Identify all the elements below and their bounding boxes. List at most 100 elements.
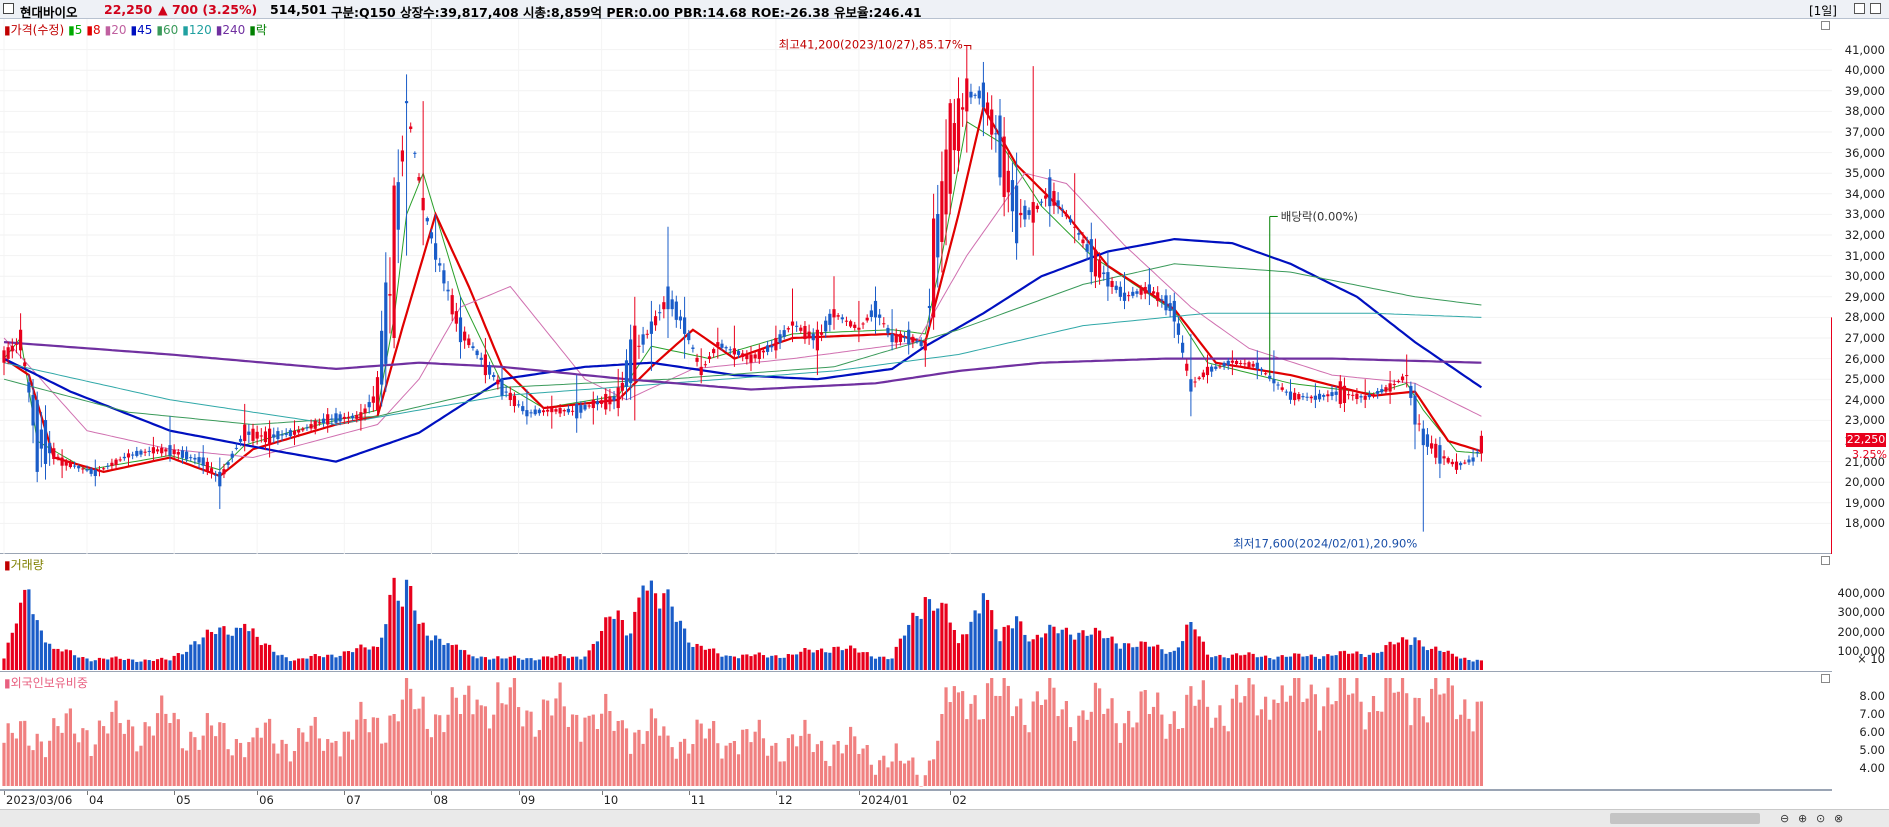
legend-item-1[interactable]: ▮5 [68, 23, 83, 37]
candle-body [355, 414, 359, 419]
bar-volSvg [981, 593, 985, 670]
period-selector[interactable]: [1일] [1808, 4, 1837, 18]
bar-fgnSvg [1355, 678, 1359, 786]
candle-body [728, 349, 732, 351]
candle-body [1089, 239, 1093, 273]
candle-body [346, 416, 351, 419]
candle-body [1205, 366, 1210, 376]
bar-fgnSvg [1317, 730, 1322, 786]
candle-body [1326, 394, 1330, 397]
zoom-in-icon[interactable]: ⊕ [1798, 812, 1808, 825]
bar-volSvg [77, 657, 81, 670]
bar-fgnSvg [251, 737, 255, 786]
volume-title: ▮거래량 [4, 558, 44, 572]
bar-fgnSvg [313, 716, 317, 786]
bar-fgnSvg [1247, 678, 1251, 786]
close-icon[interactable] [1870, 3, 1881, 14]
select-checkbox[interactable] [3, 3, 14, 14]
bar-fgnSvg [1276, 702, 1280, 786]
bar-volSvg [890, 658, 894, 670]
candle-body [670, 299, 674, 310]
bar-volSvg [1077, 632, 1081, 670]
bar-volSvg [454, 644, 458, 670]
candle-body [1425, 434, 1430, 447]
bar-volSvg [1459, 658, 1463, 670]
legend-item-0[interactable]: ▮가격(수정) [4, 23, 65, 37]
candle-body [1459, 462, 1463, 466]
price-tick-label: 29,000 [1844, 289, 1885, 304]
candle-body [1363, 395, 1367, 400]
chart-scrollbar[interactable]: ⊖ ⊕ ⊙ ⊗ [0, 809, 1889, 827]
candle-body [533, 409, 537, 415]
bar-fgnSvg [907, 760, 911, 786]
candle-body [840, 317, 844, 320]
bar-fgnSvg [305, 741, 309, 786]
legend-item-2[interactable]: ▮8 [86, 23, 101, 37]
candle-body [1131, 291, 1135, 296]
date-tick [87, 791, 88, 795]
bar-fgnSvg [894, 743, 898, 786]
volume-panel[interactable]: ▮거래량 [0, 554, 1832, 672]
candle-body [1201, 372, 1205, 378]
bar-fgnSvg [1143, 689, 1147, 786]
zoom-fit-icon[interactable]: ⊗ [1834, 812, 1844, 825]
candle-body [164, 449, 168, 452]
bar-volSvg [143, 659, 147, 670]
candle-body [923, 342, 927, 351]
bar-volSvg [388, 594, 392, 670]
axis-tick-label: 6.00 [1859, 725, 1885, 739]
bar-fgnSvg [1459, 714, 1463, 786]
panel-menu-icon[interactable] [1821, 21, 1830, 30]
legend-item-7[interactable]: ▮240 [215, 23, 246, 37]
bar-fgnSvg [1019, 698, 1023, 786]
volume-menu-icon[interactable] [1821, 556, 1830, 565]
candle-body [782, 330, 786, 337]
candle-body [653, 316, 658, 326]
legend-item-4[interactable]: ▮45 [130, 23, 153, 37]
candle-body [1156, 292, 1160, 301]
candle-body [961, 107, 965, 110]
candle-body [463, 331, 467, 341]
bar-fgnSvg [1388, 678, 1392, 786]
bar-fgnSvg [1284, 701, 1288, 786]
restore-icon[interactable] [1854, 3, 1865, 14]
bar-fgnSvg [1376, 711, 1380, 786]
bar-volSvg [351, 652, 355, 670]
candle-body [1160, 299, 1164, 301]
legend-item-8[interactable]: ▮락 [249, 23, 267, 37]
foreign-panel[interactable]: ▮외국인보유비중 [0, 672, 1832, 790]
bar-volSvg [799, 651, 803, 670]
zoom-out-icon[interactable]: ⊖ [1780, 812, 1790, 825]
bar-fgnSvg [189, 731, 193, 786]
bar-volSvg [662, 593, 666, 670]
bar-volSvg [1305, 656, 1309, 670]
price-tick-label: 36,000 [1844, 145, 1885, 160]
bar-volSvg [1400, 637, 1405, 670]
bar-volSvg [438, 638, 442, 670]
bar-volSvg [292, 660, 297, 670]
date-tick-label: 07 [346, 793, 361, 807]
price-panel[interactable]: 최고41,200(2023/10/27),85.17% 최저17,600(2024… [0, 19, 1832, 554]
bar-volSvg [93, 660, 97, 670]
bar-fgnSvg [741, 729, 745, 786]
bar-fgnSvg [836, 741, 840, 786]
candle-body [2, 350, 6, 363]
candle-body [1313, 395, 1317, 400]
stock-name[interactable]: 현대바이오 [20, 5, 78, 20]
legend-item-3[interactable]: ▮20 [104, 23, 127, 37]
candle-body [1023, 205, 1027, 220]
ma-line-45 [3, 237, 1483, 463]
bar-fgnSvg [683, 738, 687, 786]
candle-body [620, 382, 624, 391]
candle-body [894, 333, 898, 343]
bar-fgnSvg [48, 740, 52, 786]
zoom-reset-icon[interactable]: ⊙ [1816, 812, 1826, 825]
scroll-thumb[interactable] [1610, 813, 1760, 824]
candle-body [898, 333, 902, 343]
candle-body [724, 347, 728, 349]
bar-fgnSvg [1338, 678, 1342, 786]
foreign-menu-icon[interactable] [1821, 674, 1830, 683]
candle-body [1181, 342, 1185, 353]
legend-item-5[interactable]: ▮60 [156, 23, 179, 37]
legend-item-6[interactable]: ▮120 [182, 23, 212, 37]
